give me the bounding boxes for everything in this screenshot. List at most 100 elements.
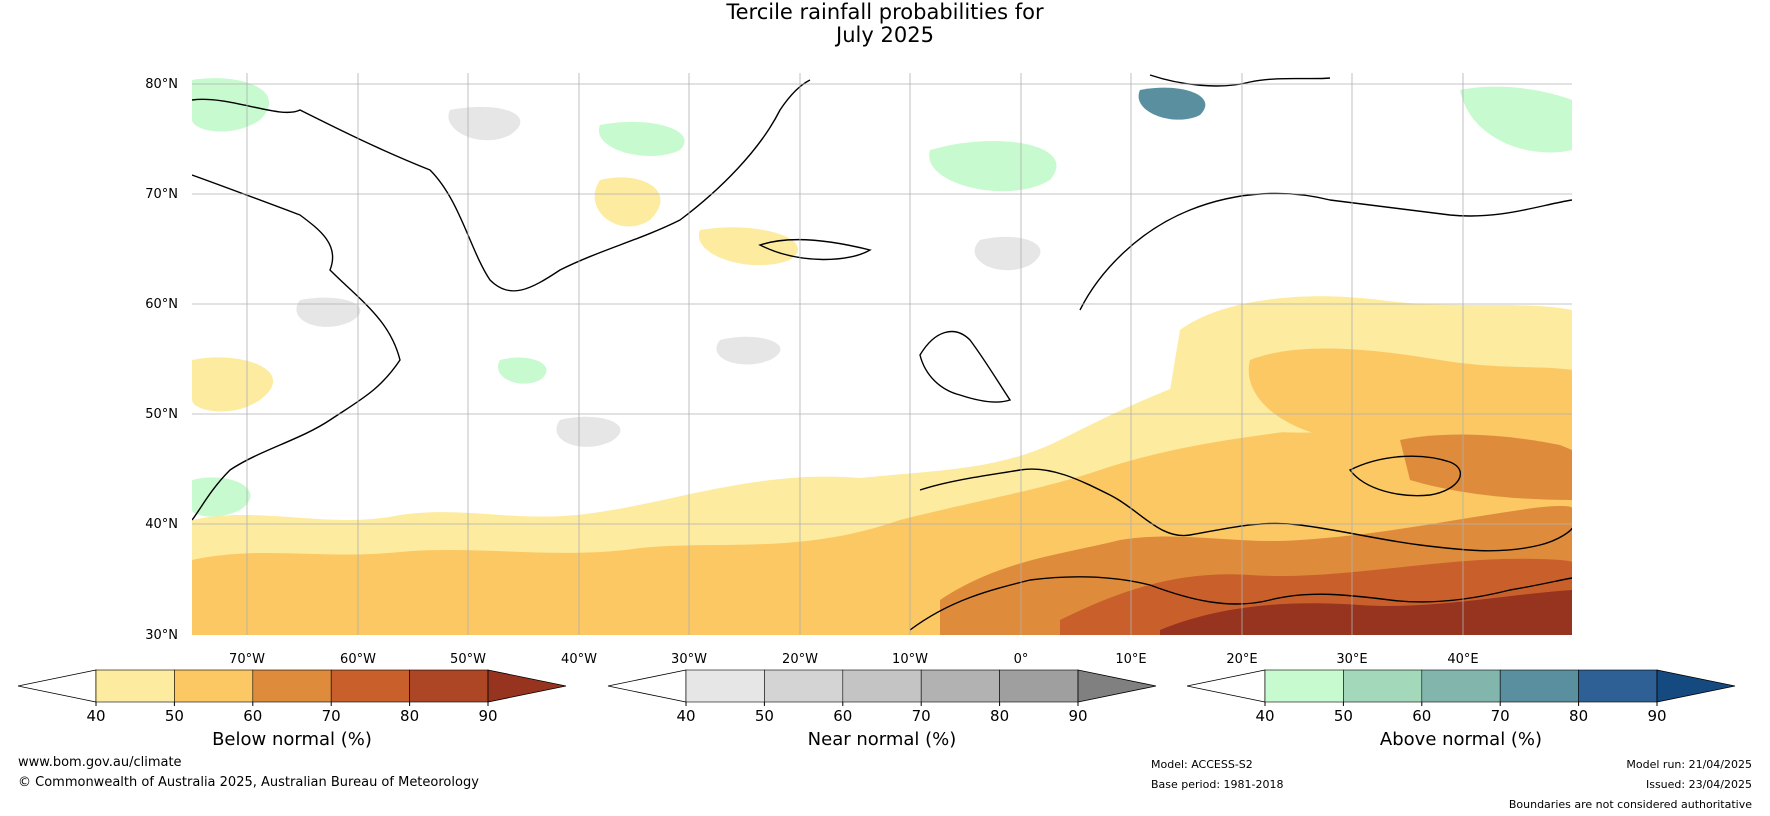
colorbar-high-extension	[487, 669, 567, 703]
map-panel	[192, 73, 1572, 635]
below-normal-patch	[192, 357, 274, 412]
lon-label: 10°E	[1115, 652, 1146, 667]
lon-label: 20°W	[782, 652, 818, 667]
colorbar-tick-label: 40	[676, 707, 695, 725]
above-normal-patch	[192, 477, 251, 517]
colorbar-tick-label: 50	[165, 707, 184, 725]
lon-label: 40°W	[561, 652, 597, 667]
below-normal-90-region	[1160, 590, 1572, 635]
colorbar-tick-label: 70	[912, 707, 931, 725]
copyright-text: © Commonwealth of Australia 2025, Austra…	[18, 775, 479, 790]
colorbar-label: Above normal (%)	[1380, 729, 1542, 750]
lon-label: 30°E	[1336, 652, 1367, 667]
near-normal-patch	[296, 297, 361, 327]
lon-label: 0°	[1014, 652, 1029, 667]
above-normal-svalbard-region	[1138, 87, 1206, 120]
above-normal-patch	[498, 357, 547, 384]
above-normal-patch	[598, 121, 685, 156]
lat-label: 40°N	[145, 517, 178, 532]
colorbar-segment	[252, 669, 332, 703]
colorbar-low-extension	[607, 669, 687, 703]
below-normal-patch	[698, 227, 798, 266]
colorbar-tick-label: 50	[755, 707, 774, 725]
latitude-labels: 80°N 70°N 60°N 50°N 40°N 30°N	[145, 77, 178, 643]
lon-label: 10°W	[892, 652, 928, 667]
colorbar-label: Near normal (%)	[808, 729, 957, 750]
below-normal-patch	[594, 177, 661, 227]
lat-label: 30°N	[145, 628, 178, 643]
colorbar-segment	[999, 669, 1079, 703]
colorbar-segment	[1264, 669, 1344, 703]
colorbar-segment	[764, 669, 844, 703]
near-normal-patch	[556, 416, 621, 447]
mediterranean-north-coast	[919, 468, 1572, 552]
colorbar-segment	[842, 669, 922, 703]
north-africa-coast	[909, 576, 1572, 631]
colorbar-segment	[1499, 669, 1579, 703]
colorbar-above-normal: Above normal (%) 40 50 60 70 80 90	[1186, 669, 1736, 750]
black-sea-coast	[1348, 455, 1462, 497]
chart-title-line1: Tercile rainfall probabilities for	[726, 0, 1044, 24]
colorbar-high-extension	[1077, 669, 1157, 703]
lat-label: 60°N	[145, 297, 178, 312]
lon-label: 30°W	[671, 652, 707, 667]
colorbar-tick-label: 80	[400, 707, 419, 725]
colorbar-tick-label: 60	[833, 707, 852, 725]
colorbar-segment	[330, 669, 410, 703]
above-normal-patch	[1460, 86, 1572, 153]
greenland-coast	[192, 79, 811, 292]
issued-text: Issued: 23/04/2025	[1645, 778, 1752, 791]
colorbar-label: Below normal (%)	[212, 729, 372, 750]
lon-label: 40°E	[1447, 652, 1478, 667]
colorbar-low-extension	[1186, 669, 1266, 703]
website-text: www.bom.gov.au/climate	[18, 755, 182, 770]
colorbar-segment	[1343, 669, 1423, 703]
disclaimer-text: Boundaries are not considered authoritat…	[1508, 798, 1752, 811]
lon-label: 60°W	[340, 652, 376, 667]
colorbar-high-extension	[1656, 669, 1736, 703]
colorbar-tick-label: 70	[322, 707, 341, 725]
near-normal-patch	[974, 236, 1041, 271]
colorbar-tick-label: 40	[1255, 707, 1274, 725]
great-britain-coast	[919, 330, 1012, 403]
colorbar-tick-label: 80	[990, 707, 1009, 725]
longitude-labels: 70°W 60°W 50°W 40°W 30°W 20°W 10°W 0° 10…	[229, 652, 1479, 667]
gridlines	[192, 73, 1572, 635]
below-normal-europe-70-region	[1400, 434, 1572, 500]
lat-label: 70°N	[145, 187, 178, 202]
colorbar-segment	[174, 669, 254, 703]
above-normal-patch	[192, 78, 270, 132]
near-normal-patch	[716, 336, 781, 365]
below-normal-europe-60-region	[1248, 348, 1572, 446]
scandinavia-coast	[1079, 192, 1572, 311]
lon-label: 50°W	[450, 652, 486, 667]
colorbar-tick-label: 80	[1569, 707, 1588, 725]
colorbar-segment	[95, 669, 175, 703]
colorbar-near-normal: Near normal (%) 40 50 60 70 80 90	[607, 669, 1157, 750]
colorbar-low-extension	[17, 669, 97, 703]
lon-label: 70°W	[229, 652, 265, 667]
lon-label: 20°E	[1226, 652, 1257, 667]
svalbard-coast	[1149, 74, 1331, 87]
model-run-text: Model run: 21/04/2025	[1626, 758, 1752, 771]
iceland-coast	[758, 238, 872, 261]
colorbar-segment	[409, 669, 489, 703]
coastlines	[192, 74, 1572, 631]
colorbar-tick-label: 90	[1068, 707, 1087, 725]
colorbar-tick-label: 70	[1491, 707, 1510, 725]
north-america-coast	[192, 174, 401, 521]
colorbar-segment	[1421, 669, 1501, 703]
colorbar-segment	[1578, 669, 1658, 703]
colorbar-tick-label: 60	[1412, 707, 1431, 725]
colorbar-tick-label: 40	[86, 707, 105, 725]
model-text: Model: ACCESS-S2	[1151, 758, 1253, 771]
base-period-text: Base period: 1981-2018	[1151, 778, 1284, 791]
chart-title-line2: July 2025	[836, 23, 934, 47]
colorbar-tick-label: 60	[243, 707, 262, 725]
lat-label: 50°N	[145, 407, 178, 422]
colorbar-tick-label: 90	[1647, 707, 1666, 725]
colorbar-tick-label: 90	[478, 707, 497, 725]
lat-label: 80°N	[145, 77, 178, 92]
colorbar-tick-label: 50	[1334, 707, 1353, 725]
